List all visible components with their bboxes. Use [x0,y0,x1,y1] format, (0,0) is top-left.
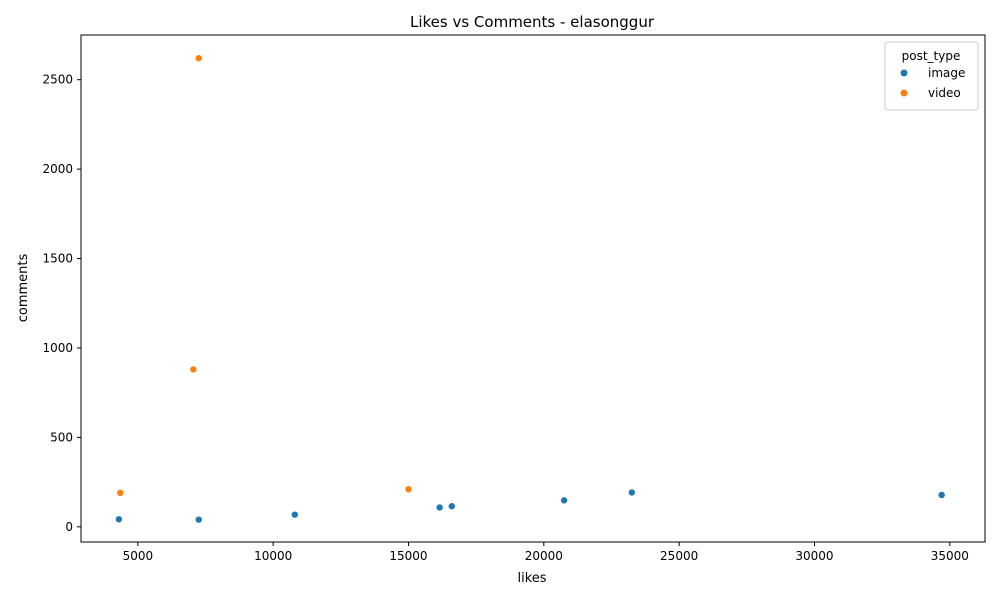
x-tick-label: 15000 [389,549,427,563]
data-points [115,54,946,524]
data-point-image [627,488,636,497]
data-point-image [937,491,946,499]
x-tick-label: 10000 [254,549,292,563]
data-point-video [189,365,198,374]
data-point-image [194,515,203,524]
legend-title: post_type [902,49,961,63]
data-point-image [448,502,456,511]
y-axis-label: comments [16,254,31,323]
plot-frame [80,34,986,543]
x-tick-label: 5000 [123,549,154,563]
chart-title: Likes vs Comments - elasonggur [410,13,655,31]
x-tick-label: 25000 [660,549,698,563]
x-tick-label: 20000 [525,549,563,563]
data-point-image [435,503,444,512]
y-tick-label: 500 [50,430,73,444]
legend-label-image: image [928,66,965,80]
legend-marker-image [900,69,908,77]
data-point-image [560,496,568,505]
data-point-image [115,515,123,524]
legend-label-video: video [928,86,961,100]
data-point-video [404,485,413,494]
x-axis: 5000 10000 15000 20000 25000 30000 35000 [123,542,969,563]
y-axis: 0 500 1000 1500 2000 2500 [42,73,81,534]
data-point-video [116,489,125,497]
plot-area [80,34,986,543]
data-point-video [194,54,203,63]
y-tick-label: 1000 [42,341,73,355]
x-tick-label: 30000 [795,549,833,563]
y-tick-label: 2000 [42,162,73,176]
y-tick-label: 1500 [42,252,73,266]
x-tick-label: 35000 [931,549,969,563]
y-tick-label: 2500 [42,73,73,87]
x-axis-label: likes [517,571,546,586]
legend-box [884,41,979,111]
legend-marker-video [900,89,908,97]
legend: post_type image video [884,41,979,111]
data-point-image [291,510,299,519]
y-tick-label: 0 [65,520,73,534]
